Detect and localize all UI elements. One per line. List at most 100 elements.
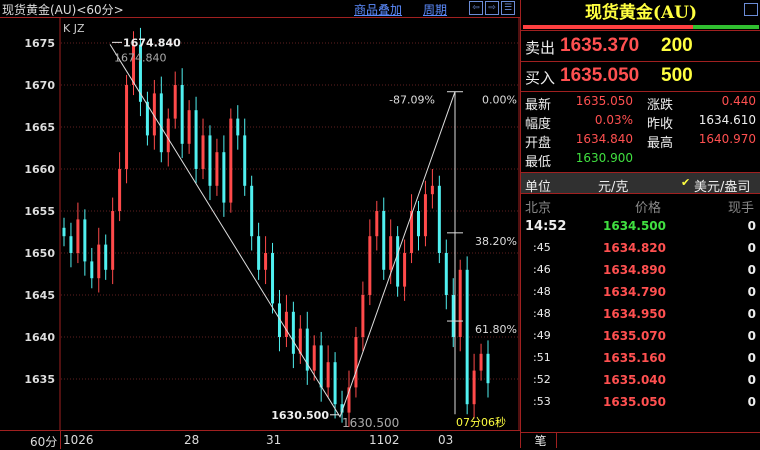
candle-body xyxy=(430,185,434,195)
candle-body xyxy=(125,85,129,169)
candle-body xyxy=(472,370,476,405)
stat-value: 1635.050 xyxy=(575,94,633,108)
candle-body xyxy=(298,328,302,354)
candle-body xyxy=(479,353,483,371)
period-label: 60分 xyxy=(30,435,58,449)
sell-ratio-bar xyxy=(523,25,693,29)
candle-body xyxy=(222,152,226,203)
candle-body xyxy=(486,353,490,384)
chart-title: 现货黄金(AU)<60分> xyxy=(2,3,124,17)
candle-body xyxy=(187,110,191,144)
stat-label: 开盘 xyxy=(525,136,552,151)
stat-value: 1634.840 xyxy=(575,132,633,146)
candle-body xyxy=(382,211,386,270)
stat-value: 1634.610 xyxy=(698,113,756,127)
buy-price: 1635.050 xyxy=(560,65,640,86)
arrow-left-icon[interactable]: ⇦ xyxy=(469,1,483,15)
candle-body xyxy=(229,118,233,203)
tick-price: 1634.820 xyxy=(603,241,667,255)
x-tick: 03 xyxy=(438,433,454,447)
tick-price: 1635.050 xyxy=(603,395,667,409)
tick-volume: 0 xyxy=(747,241,756,255)
candle-body xyxy=(465,269,469,405)
candle-body xyxy=(62,227,66,237)
candle-body xyxy=(305,328,309,371)
candle-body xyxy=(319,345,323,388)
overlay-link[interactable]: 商品叠加 xyxy=(354,3,403,17)
high-price-label: 1674.840 xyxy=(123,36,181,49)
tick-price: 1634.790 xyxy=(603,285,667,299)
sell-price: 1635.370 xyxy=(560,35,640,56)
tick-volume: 0 xyxy=(747,285,756,299)
candle-body xyxy=(69,236,73,253)
buy-label: 买入 xyxy=(525,69,556,87)
tick-price: 1635.160 xyxy=(603,351,667,365)
y-tick: 1675 xyxy=(24,37,55,50)
stat-value: 1630.900 xyxy=(575,151,633,165)
candle-body xyxy=(76,219,80,253)
ticks-header-price: 价格 xyxy=(635,201,662,216)
candlestick-chart[interactable]: K JZ 1635 1640 1645 1650 1655 1660 1665 1670 1675… xyxy=(0,18,520,430)
y-tick: 1665 xyxy=(24,121,55,134)
candle-body xyxy=(375,211,379,237)
candle-body xyxy=(368,236,372,295)
arrow-right-icon[interactable]: ⇨ xyxy=(485,1,499,15)
tick-price: 1634.500 xyxy=(603,219,667,233)
y-tick: 1670 xyxy=(24,79,55,92)
stat-value: 0.03% xyxy=(594,113,633,127)
tick-price: 1635.040 xyxy=(603,373,667,387)
tab-trades[interactable]: 笔 xyxy=(525,432,557,448)
candle-body xyxy=(166,118,170,153)
candle-body xyxy=(83,219,87,262)
unit-option-cny[interactable]: 元/克 xyxy=(598,180,629,195)
candle-body xyxy=(423,194,427,237)
candle-body xyxy=(159,93,163,153)
indicator-label: K JZ xyxy=(63,22,85,35)
candle-body xyxy=(410,211,414,253)
tick-volume: 0 xyxy=(747,351,756,365)
candle-body xyxy=(236,118,240,136)
chart-toolbar: 现货黄金(AU)<60分> 商品叠加 周期 ⇦ ⇨ ☰ xyxy=(0,0,520,18)
stat-label: 最高 xyxy=(647,136,674,151)
candle-body xyxy=(291,311,295,354)
quote-title: 现货黄金(AU) xyxy=(584,3,698,23)
candle-body xyxy=(90,261,94,279)
candle-body xyxy=(403,253,407,287)
candle-body xyxy=(437,185,441,253)
tick-volume: 0 xyxy=(747,373,756,387)
quote-panel: 现货黄金(AU) 卖出 1635.370 200 买入 1635.050 500… xyxy=(520,0,760,448)
candle-body xyxy=(361,295,365,337)
low-price-label-2: 1630.500 xyxy=(342,416,399,430)
tick-time: :51 xyxy=(533,351,551,364)
ticks-header-time: 北京 xyxy=(525,201,552,216)
stat-value: 1640.970 xyxy=(698,132,756,146)
candle-body xyxy=(354,337,358,388)
candle-body xyxy=(208,135,212,186)
tick-price: 1634.890 xyxy=(603,263,667,277)
sell-volume: 200 xyxy=(661,35,693,56)
candle-body xyxy=(152,93,156,136)
candle-body xyxy=(180,85,184,144)
candle-body xyxy=(312,345,316,371)
candle-body xyxy=(257,236,261,270)
x-tick: 28 xyxy=(184,433,200,447)
stat-label: 最新 xyxy=(525,98,552,113)
tick-time: :48 xyxy=(533,307,551,320)
fib-level-label: 0.00% xyxy=(482,94,517,107)
x-tick: 1102 xyxy=(369,433,400,447)
stat-label: 涨跌 xyxy=(647,98,674,113)
candle-body xyxy=(215,152,219,186)
unit-label: 单位 xyxy=(525,180,552,195)
x-tick: 1026 xyxy=(63,433,94,447)
period-link[interactable]: 周期 xyxy=(423,3,448,17)
candle-body xyxy=(132,44,136,85)
y-tick: 1645 xyxy=(24,289,55,302)
unit-option-usd[interactable]: 美元/盎司 xyxy=(694,180,751,195)
tick-volume: 0 xyxy=(747,307,756,321)
candle-body xyxy=(458,269,462,337)
maximize-icon[interactable] xyxy=(744,3,758,16)
candle-body xyxy=(271,253,275,304)
tick-volume: 0 xyxy=(747,263,756,277)
layout-icon[interactable]: ☰ xyxy=(501,1,515,15)
candle-body xyxy=(416,211,420,237)
